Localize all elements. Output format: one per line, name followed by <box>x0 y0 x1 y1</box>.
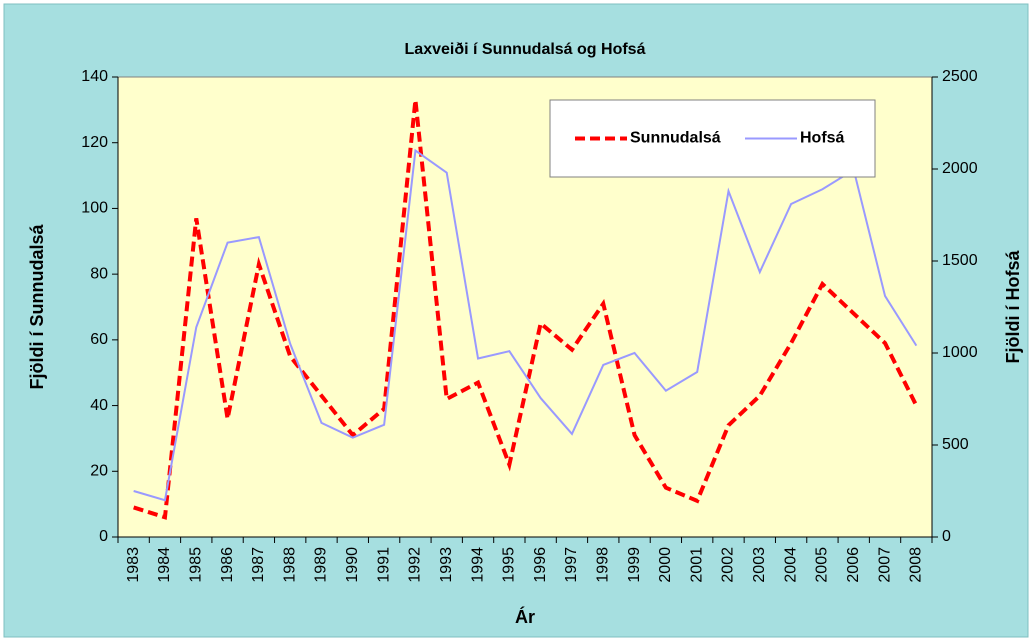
y-tick-label: 60 <box>90 331 108 348</box>
x-tick-label: 1988 <box>281 547 298 583</box>
x-tick-label: 1994 <box>469 547 486 583</box>
x-axis-label: Ár <box>515 606 535 627</box>
x-tick-label: 1998 <box>594 547 611 583</box>
x-tick-label: 1984 <box>156 547 173 583</box>
y-tick-label: 80 <box>90 265 108 282</box>
x-tick-label: 1989 <box>313 547 330 583</box>
y2-tick-label: 2000 <box>942 160 978 177</box>
x-tick-label: 2003 <box>751 547 768 583</box>
y-tick-label: 40 <box>90 397 108 414</box>
legend-label: Hofsá <box>800 130 845 147</box>
y-tick-label: 120 <box>81 134 108 151</box>
x-tick-label: 1983 <box>125 547 142 583</box>
x-tick-label: 1987 <box>250 547 267 583</box>
y-tick-label: 20 <box>90 463 108 480</box>
y2-tick-label: 500 <box>942 436 969 453</box>
y2-tick-label: 0 <box>942 528 951 545</box>
x-tick-label: 1999 <box>626 547 643 583</box>
y-tick-label: 0 <box>99 528 108 545</box>
x-tick-label: 1996 <box>532 547 549 583</box>
x-tick-label: 1985 <box>187 547 204 583</box>
x-tick-label: 2008 <box>908 547 925 583</box>
chart-title: Laxveiði í Sunnudalsá og Hofsá <box>405 41 646 58</box>
line-series <box>133 148 918 502</box>
x-tick-label: 1992 <box>407 547 424 583</box>
line-series <box>133 99 919 520</box>
x-tick-label: 2002 <box>720 547 737 583</box>
legend-label: Sunnudalsá <box>630 130 721 147</box>
y-axis-label: Fjöldi í Sunnudalsá <box>27 224 47 390</box>
y-tick-label: 100 <box>81 200 108 217</box>
x-tick-label: 1990 <box>344 547 361 583</box>
y2-tick-label: 1500 <box>942 252 978 269</box>
y2-axis-label: Fjöldi í Hofsá <box>1003 250 1023 364</box>
x-tick-label: 2000 <box>657 547 674 583</box>
x-tick-label: 2005 <box>814 547 831 583</box>
x-tick-label: 1993 <box>438 547 455 583</box>
x-tick-label: 1995 <box>501 547 518 583</box>
y2-tick-label: 1000 <box>942 344 978 361</box>
x-tick-label: 1986 <box>219 547 236 583</box>
y2-tick-label: 2500 <box>942 68 978 85</box>
x-tick-label: 1997 <box>563 547 580 583</box>
y-tick-label: 140 <box>81 68 108 85</box>
x-tick-label: 2006 <box>845 547 862 583</box>
x-tick-label: 2004 <box>782 547 799 583</box>
legend-box <box>549 99 876 178</box>
x-tick-label: 2007 <box>876 547 893 583</box>
x-tick-label: 1991 <box>375 547 392 583</box>
x-tick-label: 2001 <box>688 547 705 583</box>
